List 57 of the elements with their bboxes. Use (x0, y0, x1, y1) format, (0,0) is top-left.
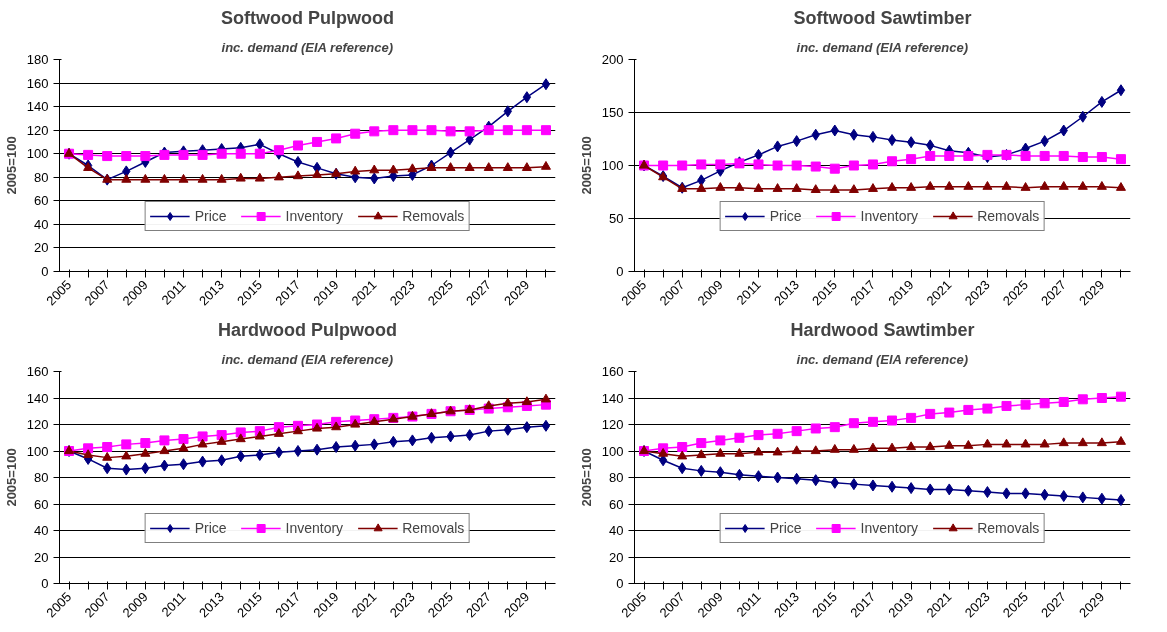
chart-subtitle: inc. demand (EIA reference) (796, 39, 968, 55)
y-tick-label: 0 (41, 264, 49, 279)
chart-subtitle: inc. demand (EIA reference) (221, 39, 393, 55)
y-tick-label: 20 (34, 240, 49, 256)
y-axis-title: 2005=100 (578, 448, 594, 507)
legend-label: Price (194, 520, 227, 536)
y-tick-label: 0 (616, 576, 624, 591)
chart-title: Softwood Pulpwood (221, 7, 394, 28)
y-tick-label: 40 (34, 523, 49, 538)
legend-label: Removals (402, 208, 465, 224)
y-tick-label: 100 (26, 443, 49, 459)
y-tick-label: 180 (26, 52, 49, 67)
legend-label: Inventory (860, 208, 919, 224)
y-tick-label: 160 (601, 364, 624, 379)
y-axis-title: 2005=100 (3, 448, 19, 507)
legend-label: Price (769, 208, 802, 224)
y-tick-label: 140 (601, 390, 624, 406)
y-tick-label: 80 (34, 470, 49, 485)
chart-title: Hardwood Sawtimber (790, 319, 975, 340)
legend-label: Inventory (860, 520, 919, 536)
y-tick-label: 150 (601, 105, 624, 120)
legend-label: Removals (402, 520, 465, 536)
y-tick-label: 140 (26, 99, 49, 115)
y-tick-label: 100 (601, 443, 624, 459)
y-tick-label: 160 (26, 75, 49, 91)
y-tick-label: 120 (26, 417, 49, 432)
y-tick-label: 60 (609, 496, 624, 512)
y-tick-label: 100 (601, 158, 624, 173)
y-axis-title: 2005=100 (578, 136, 594, 195)
legend-label: Inventory (285, 520, 344, 536)
y-tick-label: 120 (601, 417, 624, 432)
y-tick-label: 140 (26, 390, 49, 406)
chart-subtitle: inc. demand (EIA reference) (221, 351, 393, 367)
y-tick-label: 160 (26, 364, 49, 379)
legend-label: Price (769, 520, 802, 536)
y-tick-label: 40 (609, 523, 624, 538)
y-tick-label: 120 (26, 122, 49, 138)
y-tick-label: 200 (601, 52, 624, 67)
y-axis-title: 2005=100 (3, 136, 19, 195)
y-tick-label: 80 (34, 169, 49, 185)
legend-label: Inventory (285, 208, 344, 224)
legend-label: Removals (977, 208, 1040, 224)
chart-title: Hardwood Pulpwood (218, 319, 397, 340)
legend-label: Removals (977, 520, 1040, 536)
y-tick-label: 0 (41, 576, 49, 591)
y-tick-label: 60 (34, 496, 49, 512)
chart-title: Softwood Sawtimber (793, 7, 972, 28)
y-tick-label: 100 (26, 146, 49, 162)
y-tick-label: 20 (609, 549, 624, 565)
y-tick-label: 0 (616, 264, 624, 279)
chart-subtitle: inc. demand (EIA reference) (796, 351, 968, 367)
y-tick-label: 50 (609, 211, 624, 226)
y-tick-label: 80 (609, 470, 624, 485)
legend-label: Price (194, 208, 227, 224)
y-tick-label: 60 (34, 193, 49, 209)
y-tick-label: 40 (34, 216, 49, 232)
y-tick-label: 20 (34, 549, 49, 565)
